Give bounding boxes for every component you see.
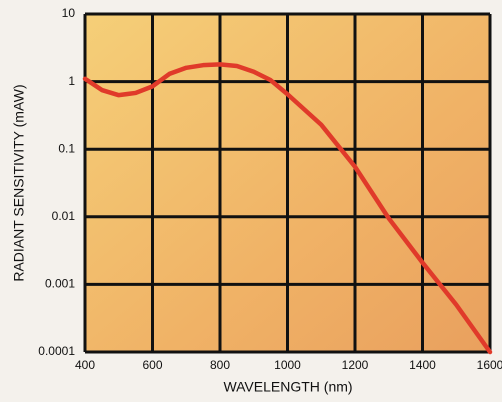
line-series (82, 62, 493, 355)
x-tick-label: 1400 (409, 358, 436, 372)
y-tick-label: 0.1 (58, 141, 75, 155)
y-tick-label: 0.001 (45, 277, 75, 291)
x-tick-label: 600 (142, 358, 162, 372)
x-tick-label: 400 (75, 358, 95, 372)
y-tick-label: 0.01 (52, 209, 76, 223)
x-tick-label: 1200 (342, 358, 369, 372)
x-tick-label: 800 (210, 358, 230, 372)
x-axis-title: WAVELENGTH (nm) (223, 379, 352, 395)
x-tick-label: 1000 (274, 358, 301, 372)
y-tick-label: 1 (68, 74, 75, 88)
y-tick-label: 0.0001 (38, 344, 75, 358)
y-axis-title: RADIANT SENSITIVITY (mAW) (11, 84, 27, 281)
x-tick-label: 1600 (477, 358, 502, 372)
y-tick-label: 10 (62, 6, 76, 20)
